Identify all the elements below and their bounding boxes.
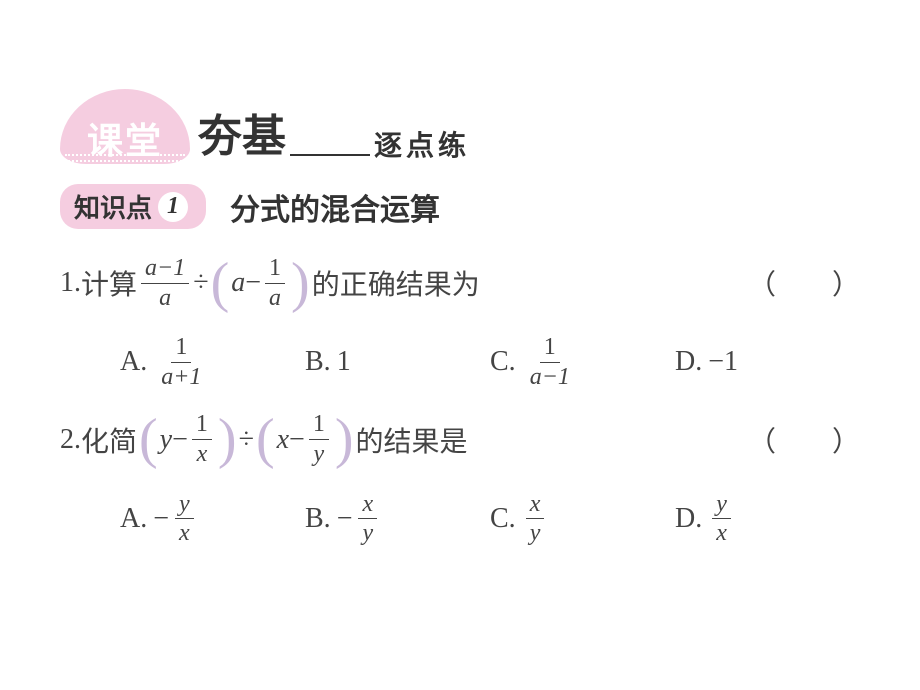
q1-rparen: ) [291,261,310,306]
q1-divide: ÷ [193,267,208,299]
q1-opt-c-num: 1 [540,333,560,363]
question-1: 1. 计算 a−1 a ÷ ( a − 1 a ) 的正确结果为 （ ） A. … [60,253,860,392]
q1-option-b: B. 1 [305,346,490,378]
q1-option-a: A. 1 a+1 [120,333,305,392]
title-underline [290,154,370,156]
q2-g2-frac-den: y [310,440,329,469]
q2-suffix: 的结果是 [355,420,467,460]
q2-opt-a-frac: y x [175,490,194,549]
knowledge-title: 分式的混合运算 [230,185,440,229]
q1-opt-a-num: 1 [171,333,191,363]
q2-prefix: 化简 [81,420,137,460]
q1-options: A. 1 a+1 B. 1 C. 1 a−1 D. −1 [60,333,860,392]
knowledge-number: 1 [158,192,188,222]
q1-frac1-den: a [155,284,175,313]
q2-option-b: B. − x y [305,490,490,549]
q2-number: 2. [60,424,81,456]
q1-opt-c-den: a−1 [526,363,574,392]
q2-g1-left: y [160,424,172,456]
title-sub: 逐点练 [374,124,470,164]
q2-divide: ÷ [239,424,254,456]
q2-opt-c-label: C. [490,503,516,535]
q1-opt-c-frac: 1 a−1 [526,333,574,392]
badge-text: 课堂 [60,112,190,164]
q2-opt-b-label: B. [305,503,331,535]
q2-g2-left: x [277,424,289,456]
question-2: 2. 化简 ( y − 1 x ) ÷ ( x − 1 y ) 的结果是 （ ）… [60,410,860,549]
question-2-line: 2. 化简 ( y − 1 x ) ÷ ( x − 1 y ) 的结果是 （ ） [60,410,860,470]
q2-options: A. − y x B. − x y C. x y D. y [60,490,860,549]
q1-number: 1. [60,267,81,299]
q2-option-c: C. x y [490,490,675,549]
q2-opt-c-den: y [526,519,545,548]
question-2-text: 2. 化简 ( y − 1 x ) ÷ ( x − 1 y ) 的结果是 [60,410,468,469]
q1-prefix: 计算 [81,263,137,303]
knowledge-label: 知识点 [74,188,152,225]
q2-opt-b-frac: x y [358,490,377,549]
q2-opt-a-num: y [175,490,194,520]
q1-option-c: C. 1 a−1 [490,333,675,392]
question-1-line: 1. 计算 a−1 a ÷ ( a − 1 a ) 的正确结果为 （ ） [60,253,860,313]
q1-inner-op: − [245,267,261,299]
knowledge-row: 知识点 1 分式的混合运算 [60,184,860,229]
q1-suffix: 的正确结果为 [312,263,480,303]
q2-opt-d-den: x [712,519,731,548]
title-main: 夯基 [198,100,286,164]
q2-rparen1: ) [218,417,237,462]
q1-opt-a-label: A. [120,346,147,378]
q1-opt-d-label: D. [675,346,702,378]
q1-opt-b-label: B. [305,346,331,378]
q1-inner-frac: 1 a [265,254,285,313]
q2-opt-d-num: y [712,490,731,520]
q2-g1-frac-den: x [193,440,212,469]
q2-opt-b-num: x [358,490,377,520]
q2-opt-a-label: A. [120,503,147,535]
q1-opt-c-label: C. [490,346,516,378]
knowledge-badge: 知识点 1 [60,184,206,229]
q2-opt-a-den: x [175,519,194,548]
q1-frac1-num: a−1 [141,254,189,284]
q2-opt-b-neg: − [337,503,353,535]
q1-opt-a-frac: 1 a+1 [157,333,205,392]
q2-answer-paren: （ ） [748,420,860,460]
q1-answer-paren: （ ） [748,263,860,303]
q1-lparen: ( [211,261,230,306]
q2-opt-a-neg: − [153,503,169,535]
q2-g1-frac-num: 1 [192,410,212,440]
q2-lparen1: ( [139,417,158,462]
q2-g2-frac-num: 1 [309,410,329,440]
q1-inner-frac-num: 1 [265,254,285,284]
q2-opt-d-label: D. [675,503,702,535]
q1-opt-d-value: −1 [708,346,738,378]
q2-g2-frac: 1 y [309,410,329,469]
q1-frac1: a−1 a [141,254,189,313]
q1-inner-left: a [231,267,245,299]
q1-option-d: D. −1 [675,346,860,378]
q1-opt-b-value: 1 [337,346,351,378]
q2-g1-op: − [172,424,188,456]
q2-option-a: A. − y x [120,490,305,549]
q1-opt-a-den: a+1 [157,363,205,392]
q2-g1-frac: 1 x [192,410,212,469]
q2-lparen2: ( [256,417,275,462]
header-row: 课堂 夯基 逐点练 [60,100,860,164]
q2-rparen2: ) [335,417,354,462]
q2-opt-d-frac: y x [712,490,731,549]
q1-inner-frac-den: a [265,284,285,313]
q2-opt-b-den: y [358,519,377,548]
q2-opt-c-num: x [526,490,545,520]
q2-g2-op: − [289,424,305,456]
class-badge: 课堂 [60,104,190,164]
q2-opt-c-frac: x y [526,490,545,549]
q2-option-d: D. y x [675,490,860,549]
question-1-text: 1. 计算 a−1 a ÷ ( a − 1 a ) 的正确结果为 [60,254,480,313]
